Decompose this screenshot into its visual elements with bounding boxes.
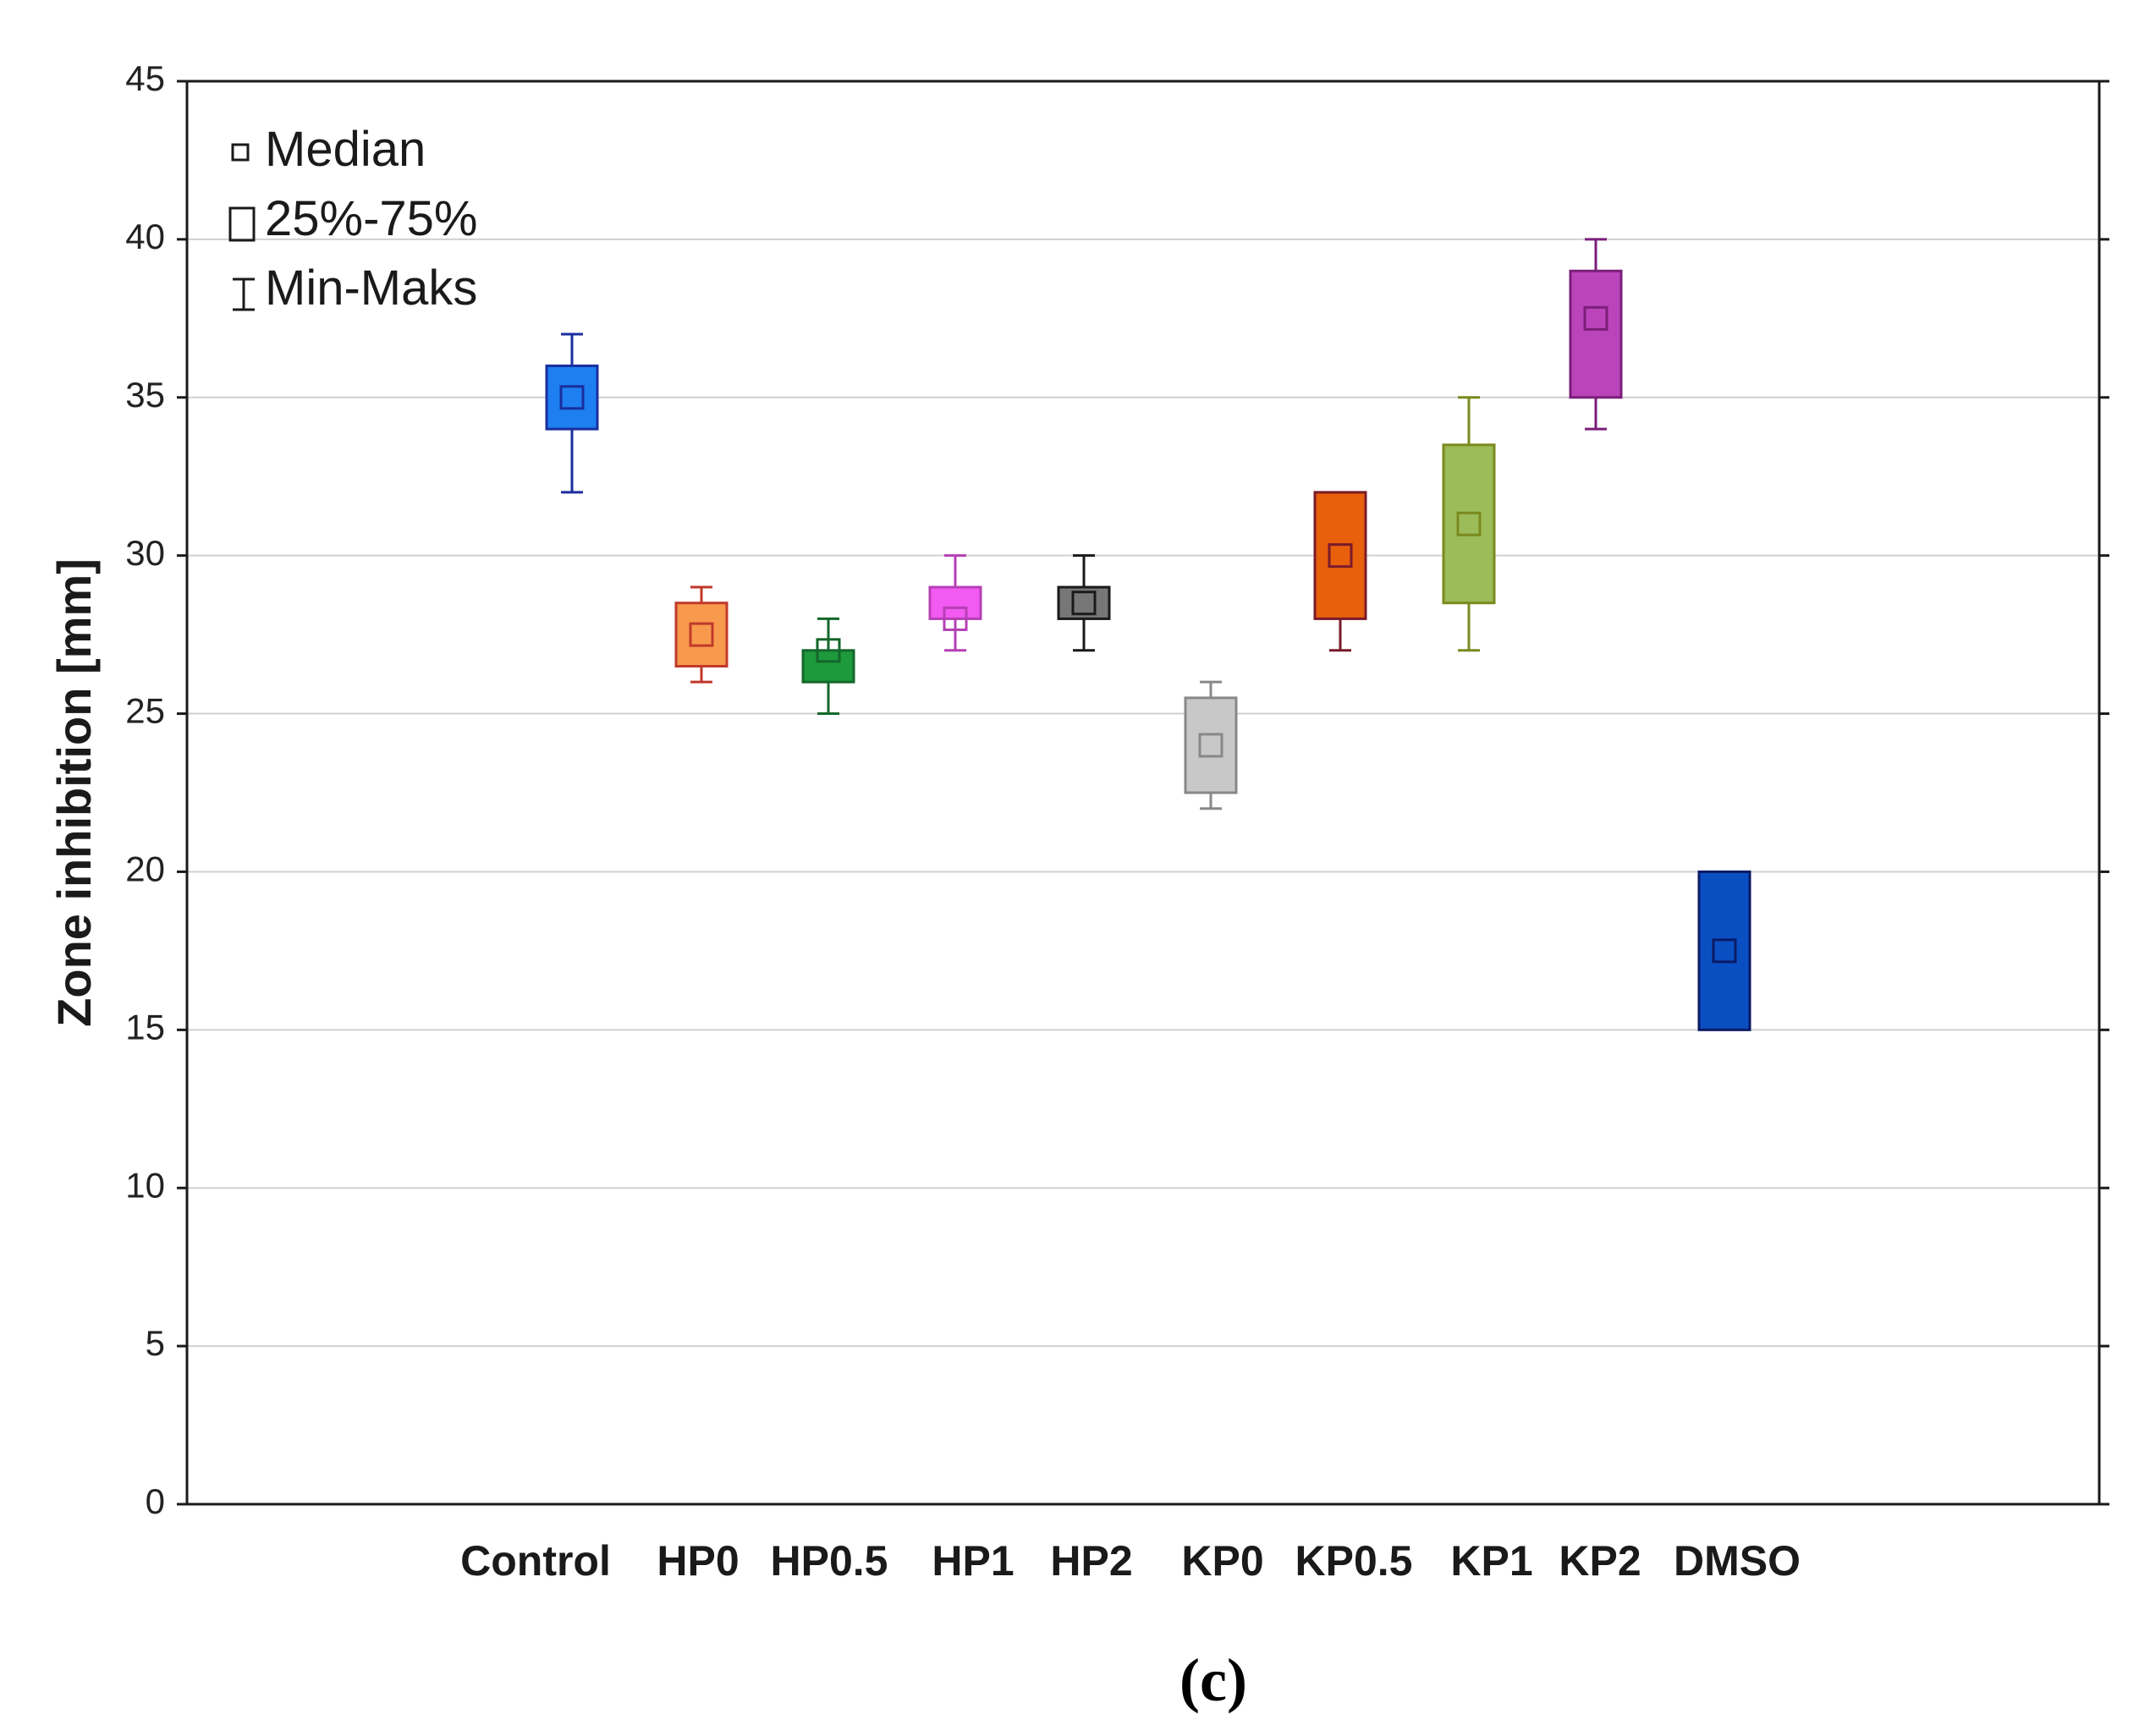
iqr-box-hp0 bbox=[674, 602, 729, 667]
x-category-label-hp0: HP0 bbox=[657, 1537, 739, 1585]
median-marker-control bbox=[559, 385, 585, 410]
median-marker-hp0-5 bbox=[816, 638, 841, 663]
x-category-label-hp1: HP1 bbox=[932, 1537, 1014, 1585]
y-tick-label-25: 25 bbox=[125, 691, 165, 731]
y-tick-label-35: 35 bbox=[125, 375, 165, 415]
legend: Median 25%-75% Min-Maks bbox=[228, 122, 477, 316]
y-tick-label-15: 15 bbox=[125, 1007, 165, 1047]
iqr-box-control bbox=[545, 364, 599, 431]
y-tick-label-20: 20 bbox=[125, 849, 165, 889]
legend-box-marker-icon bbox=[228, 206, 256, 242]
y-axis-ticks: 0 5 10 15 20 25 30 35 40 45 bbox=[125, 58, 2109, 1521]
median-marker-hp2 bbox=[1071, 591, 1097, 616]
box-hp1 bbox=[928, 554, 982, 652]
y-tick-label-45: 45 bbox=[125, 58, 165, 98]
x-category-label-hp0-5: HP0.5 bbox=[771, 1537, 888, 1585]
median-marker-kp2 bbox=[1583, 305, 1608, 331]
box-kp2 bbox=[1569, 238, 1623, 431]
x-category-label-kp1: KP1 bbox=[1450, 1537, 1532, 1585]
median-marker-hp0 bbox=[689, 622, 714, 647]
x-category-label-hp2: HP2 bbox=[1050, 1537, 1132, 1585]
plot-area-frame bbox=[185, 80, 2101, 1506]
box-series bbox=[545, 238, 1751, 1031]
y-tick-label-10: 10 bbox=[125, 1165, 165, 1205]
iqr-box-kp1 bbox=[1442, 443, 1496, 605]
legend-whisker-label: Min-Maks bbox=[265, 261, 477, 316]
x-category-label-dmso: DMSO bbox=[1674, 1537, 1801, 1585]
y-tick-label-30: 30 bbox=[125, 533, 165, 573]
box-hp0 bbox=[674, 585, 729, 684]
x-category-label-kp0: KP0 bbox=[1181, 1537, 1263, 1585]
box-hp0-5 bbox=[801, 617, 855, 716]
iqr-box-dmso bbox=[1697, 870, 1751, 1031]
legend-whisker-marker-icon bbox=[233, 277, 255, 311]
legend-median-label: Median bbox=[265, 122, 426, 177]
box-control bbox=[545, 332, 599, 494]
iqr-box-kp2 bbox=[1569, 269, 1623, 399]
median-marker-hp1 bbox=[943, 606, 968, 631]
box-kp0-5 bbox=[1313, 491, 1367, 652]
legend-box-label: 25%-75% bbox=[265, 191, 477, 246]
legend-median-marker-icon bbox=[231, 143, 250, 162]
x-axis-category-labels: Control HP0 HP0.5 HP1 HP2 KP0 KP0.5 KP1 KP2 DMSO bbox=[460, 1537, 1801, 1585]
iqr-box-hp0-5 bbox=[801, 649, 855, 684]
grid-lines bbox=[187, 238, 2099, 1348]
iqr-box-hp1 bbox=[928, 585, 982, 620]
median-marker-dmso bbox=[1712, 938, 1737, 964]
box-dmso bbox=[1697, 870, 1751, 1031]
y-axis-label: Zone inhibition [mm] bbox=[47, 558, 101, 1027]
median-marker-kp1 bbox=[1456, 511, 1482, 536]
y-tick-label-0: 0 bbox=[146, 1481, 165, 1521]
x-category-label-control: Control bbox=[460, 1537, 611, 1585]
median-marker-kp0-5 bbox=[1328, 543, 1353, 569]
box-kp1 bbox=[1442, 396, 1496, 652]
x-category-label-kp0-5: KP0.5 bbox=[1295, 1537, 1413, 1585]
box-hp2 bbox=[1057, 554, 1111, 652]
y-tick-label-40: 40 bbox=[125, 217, 165, 256]
iqr-box-kp0 bbox=[1184, 696, 1238, 794]
median-marker-kp0 bbox=[1198, 733, 1223, 758]
iqr-box-kp0-5 bbox=[1313, 491, 1367, 620]
box-kp0 bbox=[1184, 680, 1238, 810]
x-category-label-kp2: KP2 bbox=[1559, 1537, 1641, 1585]
figure-caption: (c) bbox=[1179, 1646, 1247, 1714]
y-tick-label-5: 5 bbox=[146, 1323, 165, 1363]
